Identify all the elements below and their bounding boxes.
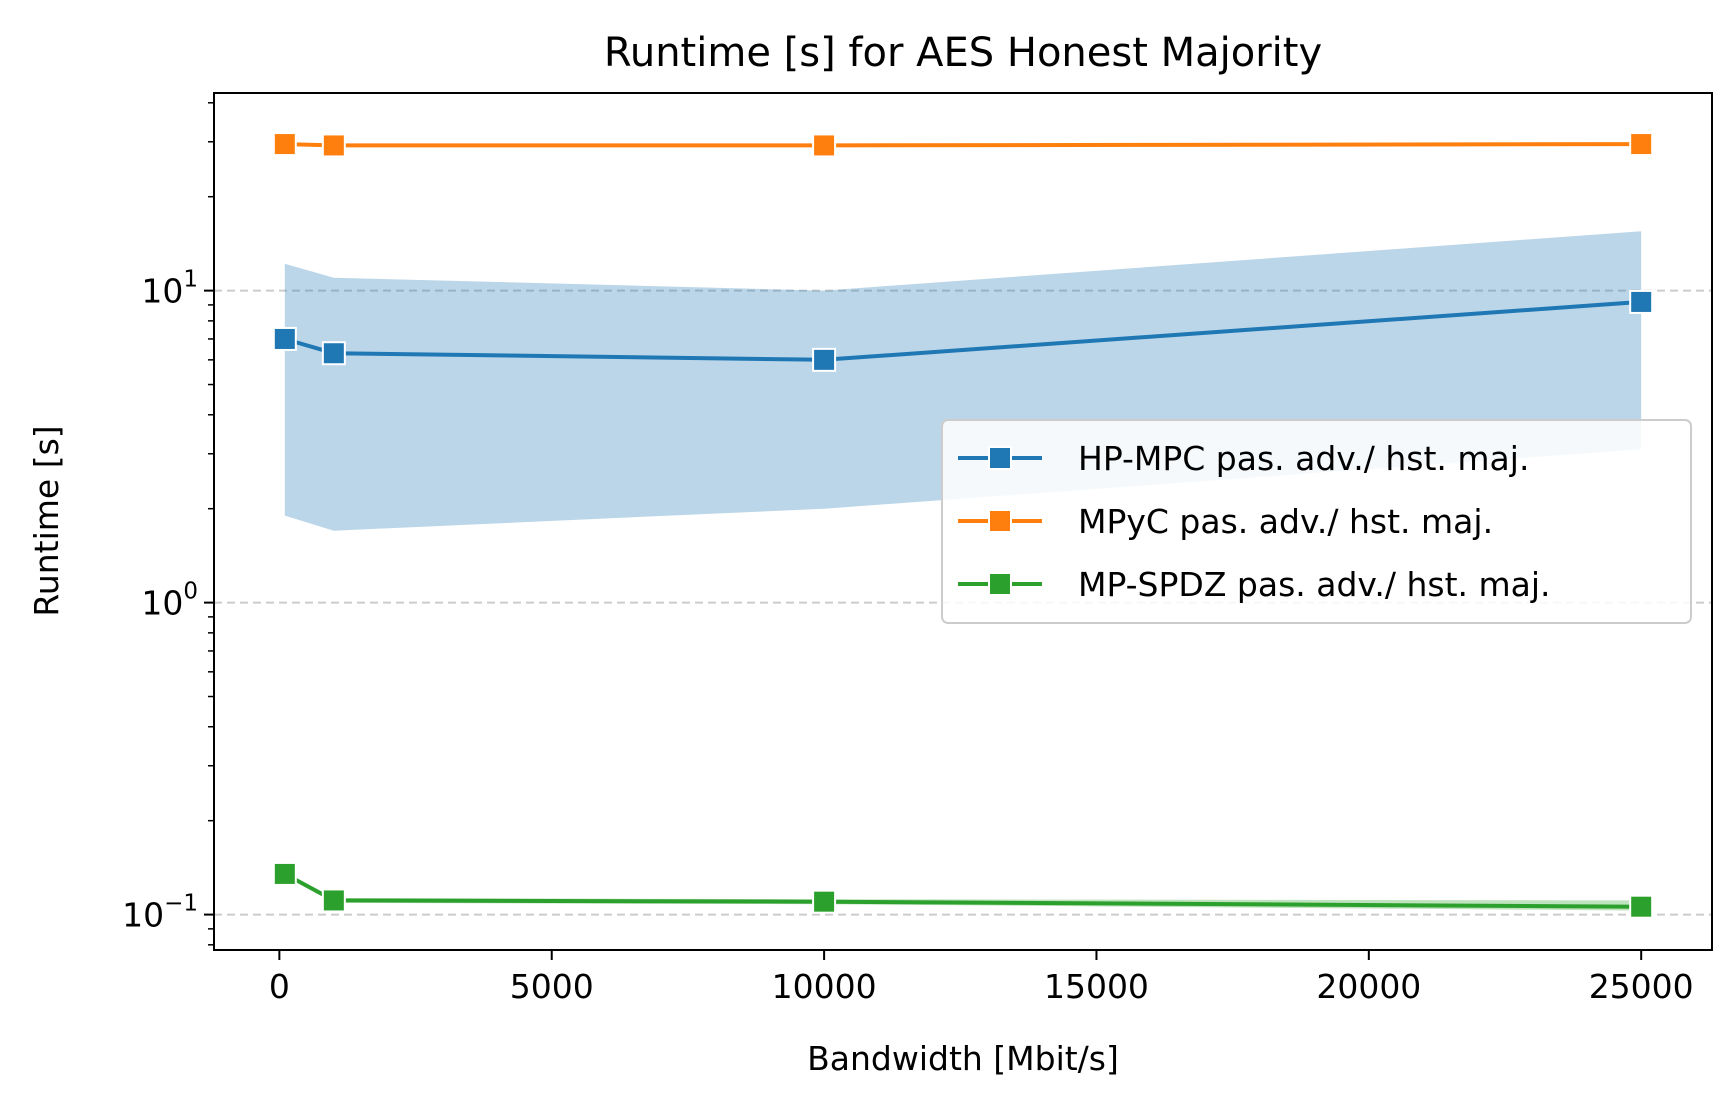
y-tick-label-1: 100 [141,579,198,623]
marker-series-1-point-2 [812,133,837,158]
marker-series-1-point-3 [1629,132,1654,157]
marker-series-2-point-0 [272,861,297,886]
marker-series-1-point-0 [272,132,297,157]
marker-series-0-point-1 [321,341,346,366]
legend: HP-MPC pas. adv./ hst. maj. MPyC pas. adv… [941,419,1692,624]
x-tick-label-4: 20000 [1316,967,1421,1006]
marker-series-2-point-1 [321,888,346,913]
x-tick-label-1: 5000 [510,967,594,1006]
legend-label-1: MPyC pas. adv./ hst. maj. [1078,502,1493,541]
x-tick-label-2: 10000 [772,967,877,1006]
line-series-2 [283,872,1642,909]
x-tick-label-0: 0 [269,967,290,1006]
marker-series-0-point-3 [1629,289,1654,314]
legend-marker-1 [988,509,1012,533]
legend-label-2: MP-SPDZ pas. adv./ hst. maj. [1078,565,1551,604]
series-markers [272,132,1654,919]
marker-series-2-point-3 [1629,894,1654,919]
line-series-1 [284,142,1642,148]
marker-series-0-point-2 [812,347,837,372]
marker-series-0-point-0 [272,326,297,351]
y-axis-title: Runtime [s] [27,425,66,616]
x-axis-ticks: 0 5000 10000 15000 20000 25000 [269,950,1694,1006]
y-tick-label-2: 101 [141,267,198,311]
line-series-0 [284,299,1642,362]
legend-marker-0 [988,446,1012,470]
y-tick-label-0: 10−1 [122,891,198,935]
marker-series-2-point-2 [812,889,837,914]
plot-frame [213,92,1713,951]
x-tick-label-5: 25000 [1589,967,1694,1006]
series-lines [283,142,1642,909]
legend-box [941,419,1692,624]
x-axis-title: Bandwidth [Mbit/s] [807,1039,1119,1078]
x-tick-label-3: 15000 [1044,967,1149,1006]
legend-label-0: HP-MPC pas. adv./ hst. maj. [1078,439,1529,478]
legend-marker-2 [988,572,1012,596]
chart-title: Runtime [s] for AES Honest Majority [604,30,1322,76]
marker-series-1-point-1 [321,133,346,158]
y-axis-ticks: 10−1 100 101 [122,102,214,946]
